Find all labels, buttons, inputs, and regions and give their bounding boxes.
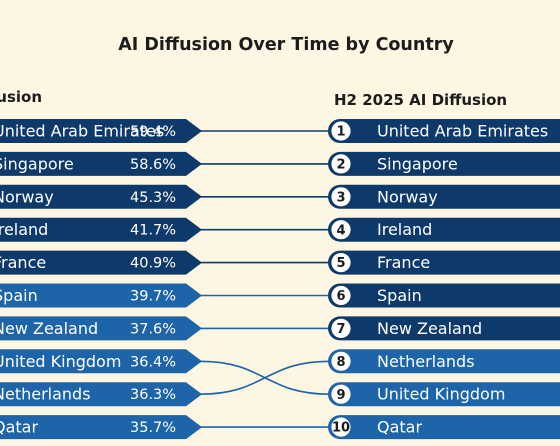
left-country-label-1: United Arab Emirates: [0, 122, 164, 141]
left-country-label-8: United Kingdom: [0, 352, 121, 371]
right-bar-8: [328, 349, 560, 374]
rank-badge-7: [331, 318, 351, 338]
rank-badge-8: [331, 351, 351, 371]
left-value-label-3: 45.3%: [130, 190, 176, 206]
right-country-label-8: Netherlands: [377, 352, 475, 371]
left-bar-4: [0, 217, 202, 242]
right-bar-6: [328, 283, 560, 308]
right-bar-5: [328, 250, 560, 275]
right-country-label-3: Norway: [377, 187, 438, 206]
left-bar-1: [0, 119, 202, 143]
rank-badge-6: [331, 285, 351, 306]
right-country-label-9: United Kingdom: [377, 385, 505, 404]
rank-number-5: 5: [336, 256, 345, 271]
left-bar-10: [0, 415, 202, 440]
rank-badge-3: [331, 187, 351, 207]
right-country-label-2: Singapore: [377, 154, 458, 173]
right-country-label-5: France: [377, 253, 430, 272]
left-country-label-3: Norway: [0, 187, 54, 206]
left-value-label-5: 40.9%: [130, 256, 176, 272]
left-bar-8: [0, 349, 202, 374]
rank-badge-2: [331, 154, 351, 174]
left-value-label-9: 36.3%: [130, 387, 176, 403]
rank-number-4: 4: [336, 223, 345, 238]
right-country-label-1: United Arab Emirates: [377, 122, 548, 141]
rank-number-10: 10: [332, 421, 350, 436]
left-country-label-4: Ireland: [0, 220, 48, 239]
left-value-label-8: 36.4%: [130, 354, 176, 370]
right-country-label-6: Spain: [377, 286, 422, 305]
rank-number-8: 8: [336, 355, 345, 370]
rank-badge-9: [331, 384, 351, 404]
right-bar-7: [328, 316, 560, 341]
left-value-label-10: 35.7%: [130, 420, 176, 436]
rank-number-9: 9: [336, 388, 345, 403]
right-country-label-7: New Zealand: [377, 319, 482, 338]
left-bar-6: [0, 283, 202, 308]
right-bar-1: [328, 119, 560, 143]
rank-badge-10: [331, 417, 351, 437]
rank-number-1: 1: [336, 125, 345, 140]
left-country-label-10: Qatar: [0, 418, 38, 437]
left-country-label-7: New Zealand: [0, 319, 98, 338]
left-bar-3: [0, 184, 202, 209]
right-bar-3: [328, 184, 560, 209]
right-country-label-4: Ireland: [377, 220, 432, 239]
left-value-label-6: 39.7%: [130, 289, 176, 305]
right-country-label-10: Qatar: [377, 418, 422, 437]
right-bar-9: [328, 382, 560, 407]
left-country-label-6: Spain: [0, 286, 38, 305]
rank-badge-1: [331, 121, 351, 141]
left-bar-9: [0, 382, 202, 407]
rank-number-3: 3: [336, 190, 345, 205]
left-bar-7: [0, 316, 202, 341]
rank-connectors: [199, 130, 331, 428]
left-country-label-5: France: [0, 253, 46, 272]
chart-title: AI Diffusion Over Time by Country: [118, 35, 454, 55]
left-value-label-1: 59.4%: [130, 124, 176, 140]
left-column-header: H1 2025 AI Diffusion: [0, 88, 42, 106]
rank-number-7: 7: [336, 322, 345, 337]
connector-line-9: [199, 360, 331, 395]
rank-number-2: 2: [336, 158, 345, 173]
right-bar-2: [328, 151, 560, 176]
right-bar-10: [328, 415, 560, 440]
left-country-label-9: Netherlands: [0, 385, 91, 404]
left-value-label-7: 37.6%: [130, 321, 176, 337]
right-column-header: H2 2025 AI Diffusion: [334, 91, 507, 109]
rank-badge-4: [331, 220, 351, 240]
left-country-label-2: Singapore: [0, 154, 74, 173]
rank-number-6: 6: [336, 289, 345, 304]
left-bar-5: [0, 250, 202, 275]
left-value-label-2: 58.6%: [130, 157, 176, 173]
right-bar-4: [328, 217, 560, 242]
rank-badge-5: [331, 253, 351, 273]
left-value-label-4: 41.7%: [130, 223, 176, 239]
left-bar-2: [0, 151, 202, 176]
right-bars: 1 United Arab Emirates 2 Singapore 3 Norway 4 I…: [328, 119, 560, 440]
